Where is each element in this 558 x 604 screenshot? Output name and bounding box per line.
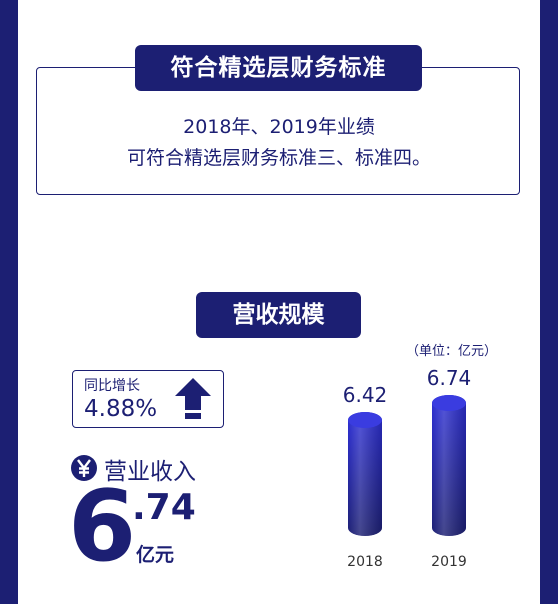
yen-icon <box>71 455 97 481</box>
revenue-label: 营业收入 <box>104 459 196 485</box>
growth-value: 4.88% <box>84 396 158 422</box>
revenue-bar-chart: 6.42 2018 6.74 2019 <box>343 366 472 570</box>
bar-value-label: 6.74 <box>427 366 472 390</box>
revenue-decimal: .74 <box>132 487 196 528</box>
standard-description: 2018年、2019年业绩 可符合精选层财务标准三、标准四。 <box>18 112 540 174</box>
revenue-unit: 亿元 <box>136 544 175 566</box>
standard-line-2: 可符合精选层财务标准三、标准四。 <box>126 147 431 169</box>
arrow-up-icon <box>175 378 211 419</box>
infographic-page: 符合精选层财务标准 2018年、2019年业绩 可符合精选层财务标准三、标准四。… <box>18 0 540 604</box>
bar-cap-2019 <box>432 395 466 412</box>
section-title-revenue: 营收规模 <box>196 292 361 338</box>
bar-shading-2018 <box>348 412 382 536</box>
bar-cap-2018 <box>348 412 382 428</box>
standard-line-1: 2018年、2019年业绩 <box>183 116 375 138</box>
bar-value-label: 6.42 <box>343 383 388 407</box>
revenue-integer: 6 <box>68 470 137 584</box>
growth-box <box>72 370 224 428</box>
chart-unit-note: （单位：亿元） <box>406 344 498 359</box>
bar-shading-2019 <box>432 395 466 536</box>
growth-label: 同比增长 <box>84 378 140 394</box>
bar-category-label: 2018 <box>347 554 383 570</box>
section-title-standard: 符合精选层财务标准 <box>135 45 422 91</box>
bar-category-label: 2019 <box>431 554 467 570</box>
